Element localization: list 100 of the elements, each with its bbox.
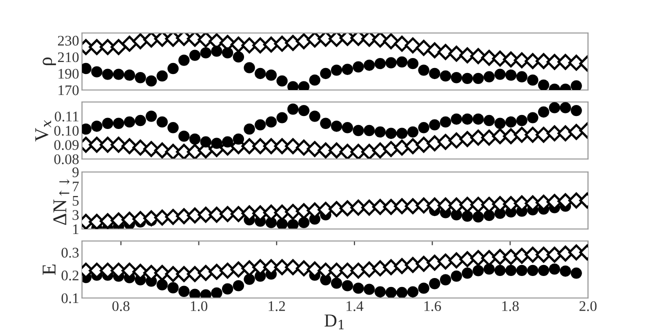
point: [263, 36, 280, 53]
point: [502, 248, 519, 265]
point: [396, 128, 408, 139]
point: [440, 70, 452, 82]
y-tick-label: 9: [72, 167, 79, 178]
point: [462, 72, 473, 84]
point: [124, 70, 136, 81]
point: [254, 68, 266, 80]
point: [298, 104, 310, 116]
y-tick-label: 0.10: [54, 126, 79, 136]
point: [505, 70, 517, 81]
x-tick-label: 1.0: [190, 301, 208, 312]
point: [266, 116, 277, 128]
point: [284, 259, 301, 276]
point: [472, 114, 484, 125]
y-axis-title: E: [42, 264, 56, 275]
point: [342, 122, 354, 134]
point: [296, 33, 312, 50]
point: [481, 250, 498, 266]
y-tick-label: 0.1: [62, 293, 78, 304]
point: [306, 141, 323, 158]
point: [472, 265, 484, 276]
point: [407, 286, 418, 298]
point: [154, 264, 170, 281]
point: [102, 118, 114, 129]
point: [200, 47, 212, 58]
point: [462, 210, 473, 222]
point: [309, 74, 320, 86]
point: [538, 264, 550, 276]
point: [448, 132, 464, 148]
point: [394, 140, 410, 156]
point: [284, 138, 301, 154]
point: [178, 54, 190, 66]
point: [222, 283, 234, 294]
point: [418, 122, 430, 134]
point: [494, 68, 506, 80]
x-tick-label: 1.6: [424, 301, 441, 312]
x-tick-label: 1.4: [346, 301, 364, 312]
point: [570, 104, 582, 116]
y-tick-label: 230: [58, 36, 79, 46]
y-tick-label: 0.09: [54, 140, 79, 150]
point: [222, 47, 234, 58]
point: [134, 114, 146, 126]
point: [364, 60, 375, 71]
point: [450, 114, 462, 125]
point: [189, 133, 200, 145]
point: [396, 56, 408, 68]
point: [167, 282, 179, 294]
point: [383, 33, 400, 50]
point: [404, 256, 421, 273]
point: [330, 64, 342, 76]
point: [494, 118, 506, 129]
point: [339, 200, 356, 216]
point: [298, 216, 310, 228]
point: [568, 54, 584, 71]
point: [404, 37, 421, 54]
point: [244, 274, 255, 285]
point: [198, 264, 214, 281]
point: [557, 125, 574, 142]
y-tick-label: 170: [58, 85, 79, 96]
point: [167, 122, 179, 134]
x-axis-title: D$_{1}$: [324, 314, 344, 330]
point: [418, 282, 430, 294]
point: [287, 104, 299, 115]
point: [112, 118, 124, 129]
point: [198, 33, 214, 48]
point: [306, 33, 323, 48]
point: [342, 64, 354, 75]
point: [568, 124, 584, 140]
y-tick-label: 0.3: [62, 248, 79, 258]
point: [320, 68, 332, 80]
y-axis-title: ρ: [42, 57, 56, 66]
point: [494, 264, 506, 276]
y-tick-label: 0.08: [54, 154, 79, 164]
point: [254, 119, 266, 130]
point: [241, 260, 258, 276]
point: [296, 140, 312, 156]
point: [440, 116, 452, 128]
y-axis-title: V$_{x}$: [35, 120, 52, 142]
point: [516, 264, 528, 276]
point: [232, 51, 244, 63]
point: [374, 126, 386, 138]
x-tick-label: 2.0: [580, 301, 597, 312]
point: [429, 68, 440, 80]
point: [538, 79, 550, 90]
x-tick-label: 1.8: [502, 301, 519, 312]
point: [396, 286, 408, 298]
point: [560, 265, 572, 277]
y-axis-title: ΔN$_{↑↓}$: [53, 178, 70, 225]
point: [222, 136, 234, 148]
point: [211, 46, 222, 57]
point: [309, 110, 320, 122]
point: [361, 33, 378, 47]
point: [484, 114, 495, 126]
point: [146, 75, 157, 87]
point: [459, 131, 476, 148]
point: [429, 119, 440, 130]
point: [232, 133, 244, 145]
point: [505, 264, 517, 276]
point: [122, 36, 138, 52]
